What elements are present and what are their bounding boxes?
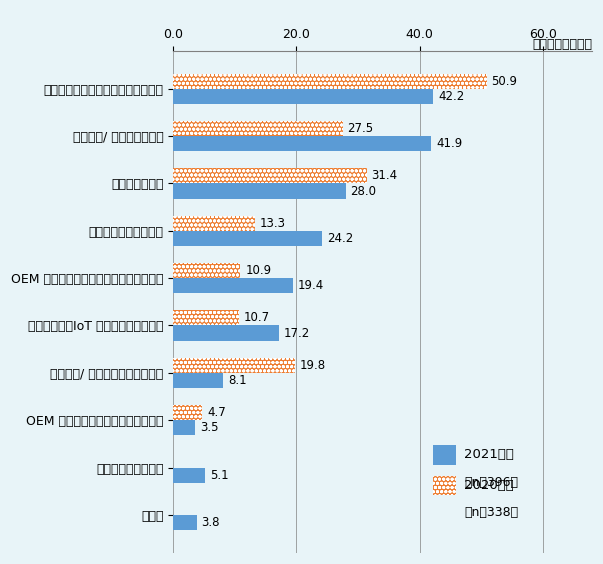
Bar [173, 121, 343, 136]
Bar [173, 358, 295, 373]
Text: 2020年度: 2020年度 [464, 479, 514, 492]
Bar [173, 215, 255, 231]
Bar [173, 405, 202, 420]
Bar [173, 263, 241, 278]
FancyBboxPatch shape [433, 446, 456, 465]
FancyBboxPatch shape [433, 475, 456, 495]
Bar [173, 136, 431, 151]
Text: 3.5: 3.5 [200, 421, 218, 434]
Bar [173, 89, 433, 104]
Text: 4.7: 4.7 [207, 406, 226, 419]
Text: 5.1: 5.1 [210, 469, 229, 482]
Bar [173, 310, 239, 325]
Text: （n＝338）: （n＝338） [464, 506, 519, 519]
Text: 41.9: 41.9 [436, 137, 463, 150]
Text: 3.8: 3.8 [201, 516, 220, 529]
Text: 13.3: 13.3 [260, 217, 286, 230]
Bar [173, 263, 241, 278]
Text: 28.0: 28.0 [350, 184, 377, 197]
Bar [173, 168, 367, 183]
Text: 50.9: 50.9 [491, 74, 517, 87]
Bar [173, 405, 202, 420]
Bar [173, 73, 487, 89]
Bar [173, 278, 292, 293]
Text: （複数回答、％）: （複数回答、％） [532, 38, 592, 51]
Bar [173, 515, 197, 530]
Bar [173, 231, 322, 246]
Text: 8.1: 8.1 [228, 374, 247, 387]
Bar [173, 325, 279, 341]
Text: 19.8: 19.8 [300, 359, 326, 372]
Text: （n＝396）: （n＝396） [464, 476, 518, 489]
Bar [173, 215, 255, 231]
Text: 17.2: 17.2 [284, 327, 311, 340]
Bar [173, 373, 223, 388]
Bar [173, 310, 239, 325]
Bar [173, 168, 367, 183]
Text: 24.2: 24.2 [327, 232, 353, 245]
Text: 2021年度: 2021年度 [464, 448, 514, 461]
Text: 10.7: 10.7 [244, 311, 270, 324]
Text: 27.5: 27.5 [347, 122, 374, 135]
Bar [173, 420, 195, 435]
Bar [173, 468, 205, 483]
Text: 10.9: 10.9 [245, 264, 271, 277]
Text: 42.2: 42.2 [438, 90, 464, 103]
Bar [173, 121, 343, 136]
Bar [173, 73, 487, 89]
Text: 31.4: 31.4 [371, 169, 397, 182]
Bar [173, 183, 346, 199]
Text: 19.4: 19.4 [298, 279, 324, 292]
Bar [173, 358, 295, 373]
